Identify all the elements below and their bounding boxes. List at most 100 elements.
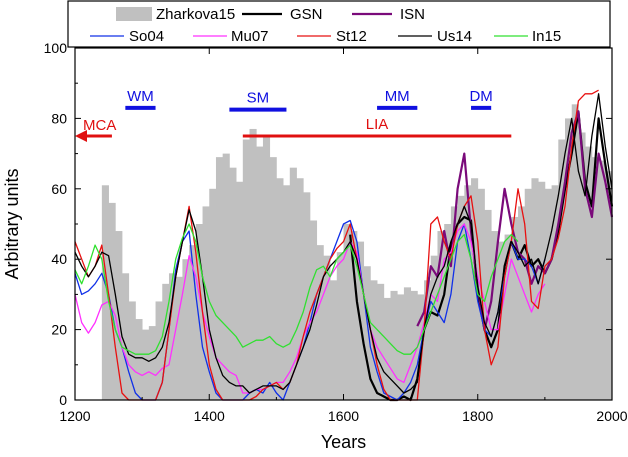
annotation-mca: MCA (83, 117, 116, 134)
zharkova15-bar (101, 185, 109, 400)
legend: Zharkova15 GSN ISN So04 Mu07 St12 Us14 In15 (67, 0, 611, 48)
y-tick-label: 40 (51, 251, 67, 267)
zharkova15-bar (410, 290, 418, 400)
x-tick-label: 2000 (596, 408, 627, 424)
zharkova15-bar (330, 280, 338, 400)
y-tick-label: 0 (59, 392, 67, 408)
zharkova15-bar (215, 157, 224, 400)
zharkova15-bar (457, 195, 465, 400)
zharkova15-bar (544, 188, 552, 400)
zharkova15-bar (155, 301, 163, 400)
zharkova15-bar (303, 192, 311, 400)
zharkova15-bar (195, 224, 203, 400)
zharkova15-bar (524, 188, 532, 400)
series-lines (74, 89, 614, 402)
zharkova15-bar (175, 276, 183, 400)
zharkova15-bar (430, 255, 438, 400)
zharkova15-bar (256, 146, 264, 400)
zharkova15-bar (511, 216, 519, 400)
y-tick-label: 60 (51, 181, 67, 197)
zharkova15-bar (296, 178, 304, 400)
legend-label-st12: St12 (336, 28, 367, 45)
zharkova15-bar (598, 160, 606, 400)
legend-label-so04: So04 (129, 28, 164, 45)
zharkova15-bar (249, 128, 257, 400)
zharkova15-bar (168, 273, 177, 400)
mca-arrow-head (75, 130, 87, 142)
zharkova15-bar (350, 231, 358, 400)
zharkova15-bar (276, 178, 284, 400)
legend-label-gsn: GSN (290, 6, 323, 23)
zharkova15-bar (491, 231, 499, 400)
zharkova15-bar (591, 157, 599, 400)
x-tick-label: 1800 (462, 408, 493, 424)
zharkova15-bar (383, 297, 391, 400)
zharkova15-bar (464, 185, 472, 400)
annotation-lia: LIA (366, 116, 389, 133)
zharkova15-bar (497, 241, 505, 400)
zharkova15-bar (316, 245, 324, 400)
x-tick-label: 1400 (194, 408, 225, 424)
zharkova15-bar (229, 167, 237, 400)
zharkova15-bar (377, 283, 385, 400)
period-annotations: WM SM MM DM LIA MCA (75, 88, 512, 142)
annotation-dm: DM (469, 88, 492, 105)
zharkova15-bar (585, 146, 593, 400)
legend-label-us14: Us14 (437, 28, 472, 45)
zharkova15-bar (121, 273, 130, 400)
zharkova15-bar (189, 245, 197, 400)
annotation-wm: WM (127, 88, 154, 105)
x-tick-label: 1200 (59, 408, 90, 424)
axes: 1200 1400 1600 1800 2000 0 20 40 60 80 100 (44, 40, 628, 424)
zharkova15-bar (108, 202, 116, 400)
y-tick-label: 20 (51, 322, 67, 338)
zharkova15-bar (403, 287, 412, 400)
zharkova15-bar (222, 153, 230, 400)
y-tick-label: 80 (51, 110, 67, 126)
annotation-sm: SM (247, 90, 270, 107)
y-tick-label: 100 (44, 40, 68, 56)
legend-box (67, 0, 611, 48)
zharkova15-bar (518, 206, 526, 400)
zharkova15-bar (363, 266, 371, 400)
legend-label-in15: In15 (532, 28, 561, 45)
zharkova15-bar (551, 185, 559, 400)
zharkova15-bar (450, 206, 459, 400)
zharkova15-bar (558, 139, 566, 400)
legend-label-zharkova15: Zharkova15 (156, 6, 235, 23)
zharkova15-bar (424, 280, 432, 400)
zharkova15-bar (538, 181, 546, 400)
zharkova15-bar (471, 178, 479, 400)
x-tick-label: 1600 (328, 408, 359, 424)
zharkova15-bar (242, 139, 250, 400)
legend-label-mu07: Mu07 (231, 28, 269, 45)
mu07-line (74, 223, 546, 394)
in15-line (74, 223, 519, 355)
zharkova15-bar (128, 301, 136, 400)
legend-label-isn: ISN (400, 6, 425, 23)
legend-swatch-zharkova15 (116, 7, 152, 21)
zharkova15-bar (336, 252, 344, 400)
y-axis-label: Arbitrary units (2, 168, 22, 279)
zharkova15-bar (162, 283, 170, 400)
zharkova15-bar (323, 255, 331, 400)
zharkova15-bar (578, 132, 586, 401)
zharkova15-bar (236, 181, 244, 400)
zharkova15-bar (142, 329, 150, 400)
zharkova15-bar (484, 209, 492, 400)
zharkova15-bar (135, 319, 143, 400)
zharkova15-bar (262, 136, 271, 400)
annotation-mm: MM (385, 88, 410, 105)
zharkova15-bar (605, 171, 613, 400)
zharkova15-bar (289, 167, 297, 400)
zharkova15-bar (565, 118, 573, 401)
zharkova15-bar (390, 290, 398, 400)
x-axis-label: Years (321, 432, 366, 452)
zharkova15-bar (444, 224, 452, 400)
zharkova15-bar (283, 185, 291, 400)
zharkova15-bar (504, 234, 512, 400)
zharkova15-bar (397, 294, 405, 400)
zharkova15-bar (182, 259, 190, 400)
zharkova15-bar (209, 188, 217, 400)
